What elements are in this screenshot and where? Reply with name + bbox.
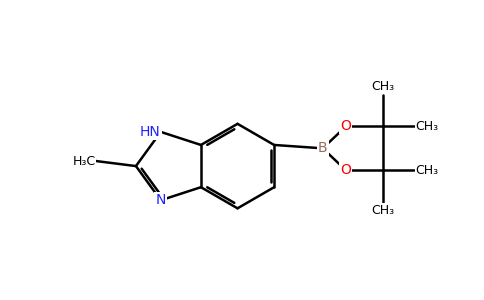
Text: HN: HN [140, 125, 161, 139]
Text: O: O [341, 119, 351, 134]
Text: CH₃: CH₃ [416, 120, 439, 133]
Text: CH₃: CH₃ [416, 164, 439, 177]
Text: O: O [341, 163, 351, 177]
Text: CH₃: CH₃ [372, 204, 394, 217]
Text: B: B [318, 141, 328, 155]
Text: H₃C: H₃C [73, 154, 96, 167]
Text: N: N [155, 193, 166, 207]
Text: CH₃: CH₃ [372, 80, 394, 93]
